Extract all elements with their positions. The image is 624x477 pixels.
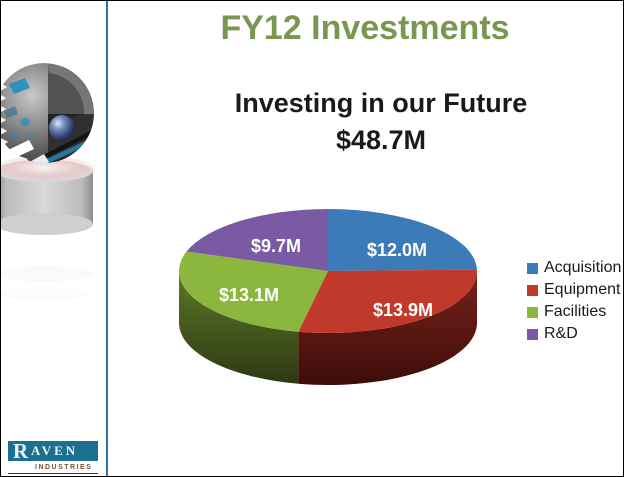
svg-text:$13.1M: $13.1M (219, 285, 279, 305)
svg-text:$9.7M: $9.7M (251, 236, 301, 256)
svg-text:$12.0M: $12.0M (367, 240, 427, 260)
svg-text:$13.9M: $13.9M (373, 300, 433, 320)
